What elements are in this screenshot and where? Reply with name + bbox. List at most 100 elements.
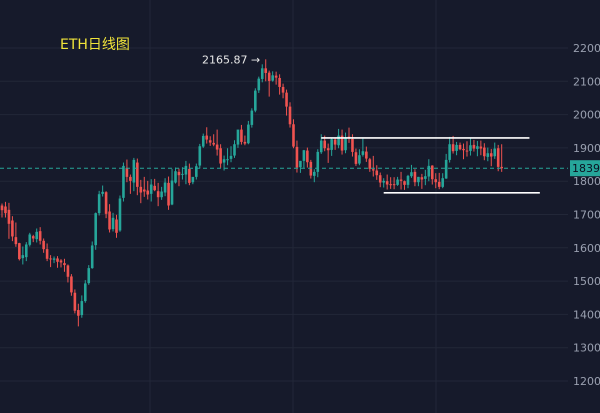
current-price-tag: 1839. xyxy=(570,160,600,177)
candle-61 xyxy=(212,134,215,147)
candle-body xyxy=(469,145,472,151)
candle-body xyxy=(104,192,108,214)
candle-126 xyxy=(437,172,441,190)
candle-body xyxy=(108,211,111,230)
candle-body xyxy=(448,144,451,160)
candle-body xyxy=(153,185,156,191)
candle-body xyxy=(142,189,146,192)
candle-36 xyxy=(125,159,129,183)
candle-body xyxy=(77,310,80,316)
candle-body xyxy=(63,263,66,266)
candle-118 xyxy=(410,164,413,178)
current-price-label: 1839. xyxy=(572,162,600,175)
candle-124 xyxy=(430,165,434,185)
candle-body xyxy=(125,167,129,177)
candle-52 xyxy=(181,167,184,180)
candle-body xyxy=(87,268,91,284)
candle-body xyxy=(0,205,4,211)
candle-body xyxy=(101,191,104,194)
candle-body xyxy=(413,171,417,183)
candle-99 xyxy=(344,132,347,154)
chart-title: ETH日线图 xyxy=(60,37,130,53)
candle-48 xyxy=(167,176,170,210)
candle-body xyxy=(333,139,337,145)
candle-body xyxy=(288,106,292,125)
candle-116 xyxy=(403,180,406,190)
candle-body xyxy=(38,231,42,241)
candle-134 xyxy=(465,141,469,157)
candle-body xyxy=(146,190,150,195)
candle-31 xyxy=(108,204,111,233)
candle-83 xyxy=(288,102,292,128)
candle-140 xyxy=(486,147,490,162)
candle-body xyxy=(240,129,243,142)
candle-body xyxy=(427,165,431,177)
candle-29 xyxy=(101,185,104,197)
candle-body xyxy=(361,151,365,155)
candle-121 xyxy=(420,173,424,189)
candle-56 xyxy=(195,163,198,180)
candle-120 xyxy=(417,176,420,187)
candle-body xyxy=(417,176,420,183)
candle-body xyxy=(264,68,268,73)
candle-60 xyxy=(208,136,212,146)
candle-11 xyxy=(38,227,42,245)
candle-44 xyxy=(153,178,156,192)
candle-body xyxy=(195,166,198,177)
candle-body xyxy=(299,160,302,168)
candle-body xyxy=(111,217,115,230)
candle-body xyxy=(392,184,396,186)
candle-body xyxy=(73,292,77,311)
candle-body xyxy=(42,240,45,250)
candle-body xyxy=(451,144,455,152)
candle-46 xyxy=(160,186,163,200)
candle-body xyxy=(292,124,295,147)
candle-21 xyxy=(73,289,77,314)
candle-body xyxy=(455,144,458,151)
candle-body xyxy=(7,209,11,224)
candle-body xyxy=(274,75,278,78)
candle-119 xyxy=(413,169,417,187)
candle-body xyxy=(160,191,163,198)
y-tick-label-5: 1700 xyxy=(573,209,600,222)
candle-body xyxy=(375,170,379,176)
candle-132 xyxy=(458,142,462,151)
candle-body xyxy=(49,258,52,260)
y-tick-label-7: 1500 xyxy=(573,275,600,288)
candle-body xyxy=(430,165,434,180)
candle-131 xyxy=(455,141,458,156)
candle-127 xyxy=(441,173,444,189)
candle-96 xyxy=(333,137,337,150)
candle-body xyxy=(399,179,403,181)
level-lines xyxy=(0,137,568,194)
candle-body xyxy=(365,151,368,159)
candle-73 xyxy=(254,88,257,113)
candle-47 xyxy=(163,178,167,197)
candle-137 xyxy=(476,140,479,157)
candle-77 xyxy=(267,70,271,97)
candle-111 xyxy=(385,174,389,190)
y-tick-label-4: 1800 xyxy=(573,175,600,188)
candle-body xyxy=(80,301,84,316)
candle-43 xyxy=(149,179,153,202)
candle-16 xyxy=(56,256,59,268)
candle-125 xyxy=(434,173,438,189)
candle-body xyxy=(250,110,254,125)
candle-91 xyxy=(316,149,320,178)
candle-18 xyxy=(63,258,66,272)
candle-82 xyxy=(285,89,288,116)
candle-67 xyxy=(233,140,236,158)
candle-94 xyxy=(326,143,330,163)
candle-88 xyxy=(306,147,309,168)
candle-body xyxy=(476,146,479,149)
candle-74 xyxy=(257,76,261,93)
candle-body xyxy=(420,177,424,180)
candle-76 xyxy=(264,59,268,82)
candle-body xyxy=(458,144,462,150)
candle-55 xyxy=(191,176,195,185)
candle-body xyxy=(115,219,118,233)
candle-142 xyxy=(493,142,497,159)
candle-body xyxy=(306,150,309,163)
candle-body xyxy=(441,178,444,187)
